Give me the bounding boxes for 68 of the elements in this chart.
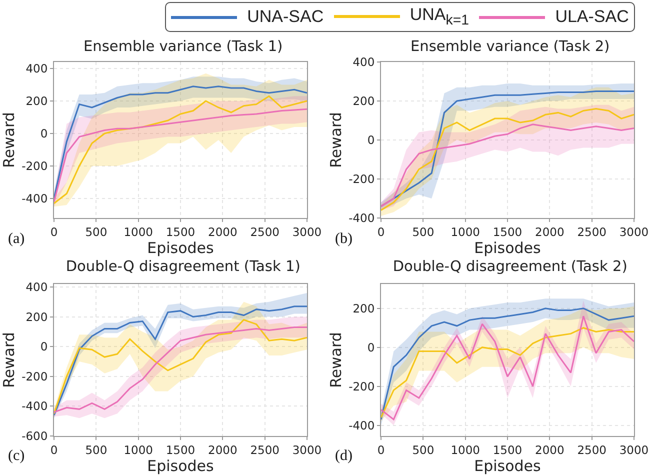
x-tick-label: 500	[85, 224, 108, 239]
y-tick-label: 200	[26, 310, 48, 324]
x-tick-label: 500	[412, 442, 434, 457]
y-tick-label: 200	[352, 94, 375, 108]
chart-title: Double-Q disagreement (Task 2)	[392, 259, 628, 276]
x-tick-label: 1000	[124, 224, 153, 239]
x-tick-label: 2500	[250, 224, 280, 239]
y-tick-label: -200	[348, 379, 375, 394]
y-tick-label: 0	[40, 340, 48, 354]
chart-title: Ensemble variance (Task 1)	[84, 39, 283, 56]
text: (a)	[8, 231, 25, 247]
x-tick-label: 3000	[292, 224, 322, 239]
x-tick-label: 1000	[450, 224, 480, 239]
x-tick-label: 2000	[208, 442, 238, 457]
y-tick-label: 400	[26, 280, 48, 294]
y-tick-label: -200	[22, 369, 48, 384]
x-tick-label: 1000	[450, 442, 480, 457]
y-tick-label: -400	[22, 399, 48, 414]
x-tick-label: 2500	[250, 442, 280, 457]
x-axis-title: Episodes	[147, 238, 214, 257]
x-tick-label: 1500	[492, 224, 522, 239]
legend-label: UNA$_{k=1}$	[410, 5, 469, 29]
text: (c)	[8, 448, 25, 464]
x-axis-title: Episodes	[474, 238, 542, 257]
x-tick-label: 0	[377, 442, 385, 457]
x-tick-label: 1500	[492, 442, 522, 457]
x-tick-label: 2000	[535, 442, 564, 457]
legend-label: ULA-SAC	[555, 7, 629, 27]
x-tick-label: 2000	[535, 224, 564, 239]
x-axis-title: Episodes	[474, 456, 542, 475]
x-tick-label: 3000	[292, 442, 322, 457]
y-tick-label: -400	[348, 211, 375, 226]
y-tick-label: -400	[348, 418, 375, 432]
y-tick-label: 0	[40, 126, 48, 141]
legend-label: UNA-SAC	[247, 7, 324, 27]
chart-title: Ensemble variance (Task 2)	[410, 39, 610, 56]
x-tick-label: 500	[412, 224, 434, 239]
x-tick-label: 0	[50, 224, 58, 239]
y-tick-label: 200	[352, 301, 375, 316]
y-axis-title: Reward	[327, 112, 345, 168]
y-tick-label: 400	[352, 55, 375, 70]
x-tick-label: 2500	[577, 224, 606, 239]
x-tick-label: 1500	[166, 224, 196, 239]
x-tick-label: 500	[85, 442, 108, 457]
y-tick-label: -600	[22, 429, 48, 444]
text: (b)	[335, 231, 352, 247]
x-axis-title: Episodes	[147, 456, 214, 475]
x-tick-label: 3000	[619, 442, 649, 457]
y-tick-label: 0	[367, 340, 375, 354]
x-tick-label: 1500	[166, 442, 196, 457]
y-tick-label: 400	[26, 62, 48, 76]
y-tick-label: -400	[22, 192, 48, 206]
line-series	[381, 124, 634, 208]
x-tick-label: 0	[377, 224, 385, 239]
x-tick-label: 0	[50, 442, 58, 457]
x-tick-label: 2500	[577, 442, 606, 457]
x-tick-label: 1000	[124, 442, 153, 457]
y-axis-title: Reward	[0, 112, 18, 168]
y-tick-label: 0	[367, 133, 375, 148]
y-tick-label: 200	[26, 94, 48, 108]
x-tick-label: 3000	[619, 224, 649, 239]
chart-title: Double-Q disagreement (Task 1)	[66, 259, 300, 276]
y-axis-title: Reward	[327, 332, 345, 388]
y-tick-label: -200	[348, 172, 375, 186]
text: (d)	[335, 448, 352, 464]
y-axis-title: Reward	[0, 332, 18, 388]
y-tick-label: -200	[22, 159, 48, 174]
x-tick-label: 2000	[208, 224, 238, 239]
